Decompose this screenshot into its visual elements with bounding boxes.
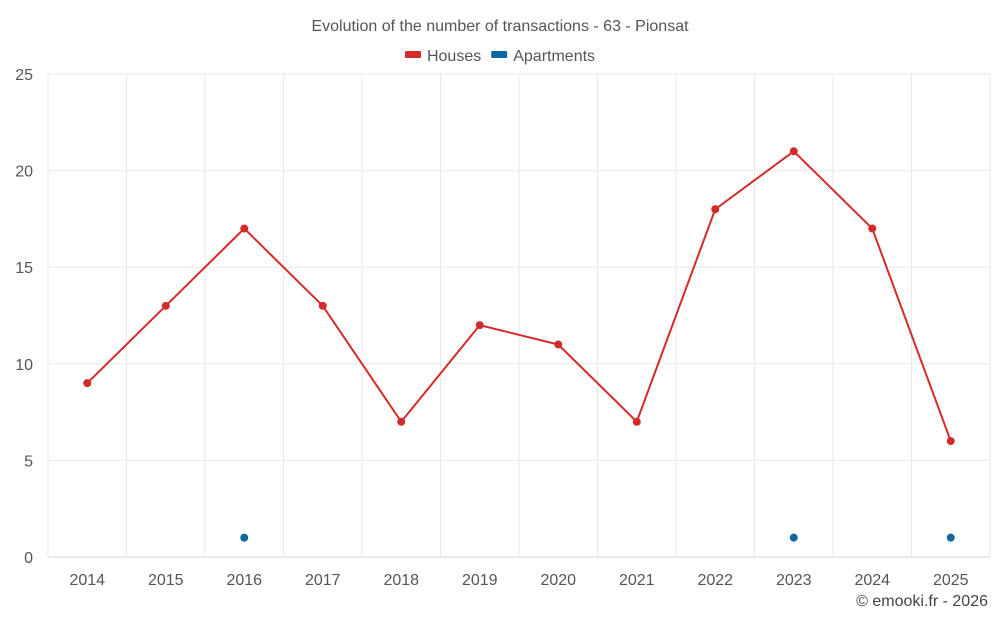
series-apartments[interactable] [240, 533, 955, 542]
x-tick-label: 2020 [540, 572, 576, 589]
data-point[interactable] [711, 205, 720, 214]
x-tick-label: 2014 [69, 572, 105, 589]
x-gridlines [47, 74, 991, 557]
x-tick-label: 2016 [226, 572, 262, 589]
x-tick-label: 2015 [148, 572, 184, 589]
legend[interactable]: Houses Apartments [404, 48, 595, 65]
legend-label: Apartments [513, 48, 595, 65]
data-point[interactable] [318, 301, 327, 310]
data-point[interactable] [83, 379, 92, 388]
data-point[interactable] [946, 437, 955, 446]
y-tick-label: 5 [24, 453, 33, 470]
x-tick-label: 2024 [854, 572, 890, 589]
y-tick-label: 15 [15, 260, 33, 277]
legend-swatch [491, 51, 508, 58]
data-point[interactable] [240, 224, 249, 233]
y-tick-label: 0 [24, 550, 33, 567]
x-tick-label: 2017 [305, 572, 341, 589]
data-point[interactable] [397, 417, 406, 426]
data-point[interactable] [475, 321, 484, 330]
x-tick-label: 2022 [697, 572, 733, 589]
x-tick-label: 2018 [383, 572, 419, 589]
y-tick-label: 25 [15, 67, 33, 84]
legend-item-houses[interactable]: Houses [404, 48, 481, 65]
data-point[interactable] [161, 301, 170, 310]
series-layer [83, 147, 955, 542]
series-houses[interactable] [83, 147, 955, 446]
x-tick-label: 2019 [462, 572, 498, 589]
data-point[interactable] [789, 147, 798, 156]
data-point[interactable] [632, 417, 641, 426]
y-tick-label: 10 [15, 357, 33, 374]
legend-swatch [404, 51, 421, 58]
y-axis-ticks: 0 5 10 15 20 25 [15, 67, 33, 567]
y-tick-label: 20 [15, 164, 33, 181]
x-tick-label: 2021 [619, 572, 655, 589]
data-point[interactable] [868, 224, 877, 233]
legend-label: Houses [427, 48, 481, 65]
x-axis-ticks: 2014 2015 2016 2017 2018 2019 2020 2021 2022 2023… [69, 572, 968, 589]
data-point[interactable] [789, 533, 798, 542]
data-point[interactable] [240, 533, 249, 542]
data-point[interactable] [946, 533, 955, 542]
chart-title: Evolution of the number of transactions … [311, 18, 689, 35]
credit-text: © emooki.fr - 2026 [856, 593, 988, 610]
x-tick-label: 2023 [776, 572, 812, 589]
x-tick-label: 2025 [933, 572, 969, 589]
legend-item-apartments[interactable]: Apartments [491, 48, 595, 65]
series-line [86, 149, 952, 442]
data-point[interactable] [554, 340, 563, 349]
